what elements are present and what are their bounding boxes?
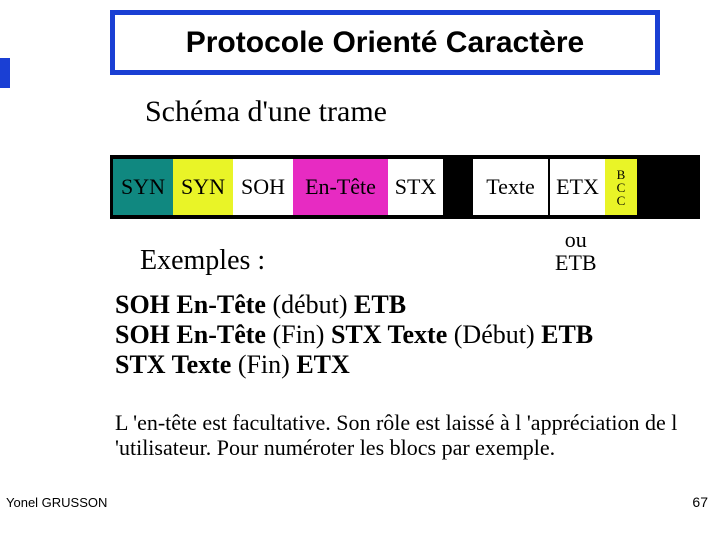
example-line-3: STX Texte (Fin) ETX: [115, 350, 593, 380]
example-line-1: SOH En-Tête (début) ETB: [115, 290, 593, 320]
note-text: L 'en-tête est facultative. Son rôle est…: [115, 410, 715, 461]
title-box: Protocole Orienté Caractère: [110, 10, 660, 75]
cell-bcc: B C C: [605, 159, 637, 215]
side-tab: [0, 58, 10, 88]
ou-etb: ou ETB: [555, 228, 597, 274]
examples-label: Exemples :: [140, 245, 265, 277]
subtitle: Schéma d'une trame: [145, 95, 387, 129]
footer-page-number: 67: [692, 494, 708, 510]
cell-soh: SOH: [233, 159, 293, 215]
cell-entete: En-Tête: [293, 159, 388, 215]
title-text: Protocole Orienté Caractère: [186, 26, 584, 60]
cell-texte: Texte: [473, 159, 548, 215]
cell-stx: STX: [388, 159, 443, 215]
cell-etx: ETX: [550, 159, 605, 215]
example-line-2: SOH En-Tête (Fin) STX Texte (Début) ETB: [115, 320, 593, 350]
footer-author: Yonel GRUSSON: [6, 495, 107, 510]
cell-gap-2: [637, 159, 697, 215]
cell-syn-1: SYN: [113, 159, 173, 215]
cell-gap-1: [443, 159, 473, 215]
frame-diagram: SYN SYN SOH En-Tête STX Texte ETX B C C: [110, 155, 700, 219]
example-lines: SOH En-Tête (début) ETB SOH En-Tête (Fin…: [115, 290, 593, 380]
cell-syn-2: SYN: [173, 159, 233, 215]
